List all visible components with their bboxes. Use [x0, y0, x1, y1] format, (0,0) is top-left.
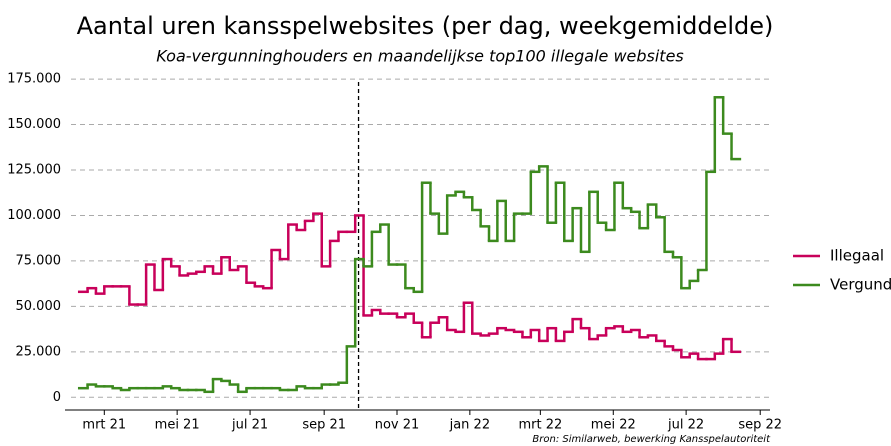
y-tick-label: 100.000	[7, 208, 61, 223]
legend-label: Illegaal	[830, 247, 884, 265]
legend-label: Vergund	[830, 276, 891, 294]
x-tick-label: mei 21	[155, 418, 200, 433]
y-tick-label: 175.000	[7, 72, 61, 87]
y-tick-label: 150.000	[7, 117, 61, 132]
y-tick-label: 25.000	[16, 344, 62, 359]
y-tick-label: 50.000	[16, 299, 62, 314]
x-tick-label: jul 22	[667, 418, 704, 433]
x-tick-label: jan 22	[449, 418, 491, 433]
x-tick-label: jul 21	[231, 418, 268, 433]
x-tick-label: sep 22	[738, 418, 782, 433]
chart-title: Aantal uren kansspelwebsites (per dag, w…	[77, 12, 774, 40]
source-note: Bron: Similarweb, bewerking Kansspelauto…	[532, 434, 771, 445]
x-tick-label: mrt 21	[82, 418, 126, 433]
x-tick-label: sep 21	[302, 418, 346, 433]
x-tick-label: nov 21	[375, 418, 420, 433]
y-tick-label: 125.000	[7, 163, 61, 178]
x-tick-label: mei 22	[591, 418, 636, 433]
chart-subtitle: Koa-vergunninghouders en maandelijkse to…	[156, 47, 684, 66]
x-tick-label: mrt 22	[518, 418, 562, 433]
y-tick-label: 75.000	[16, 253, 62, 268]
y-tick-label: 0	[53, 390, 61, 405]
